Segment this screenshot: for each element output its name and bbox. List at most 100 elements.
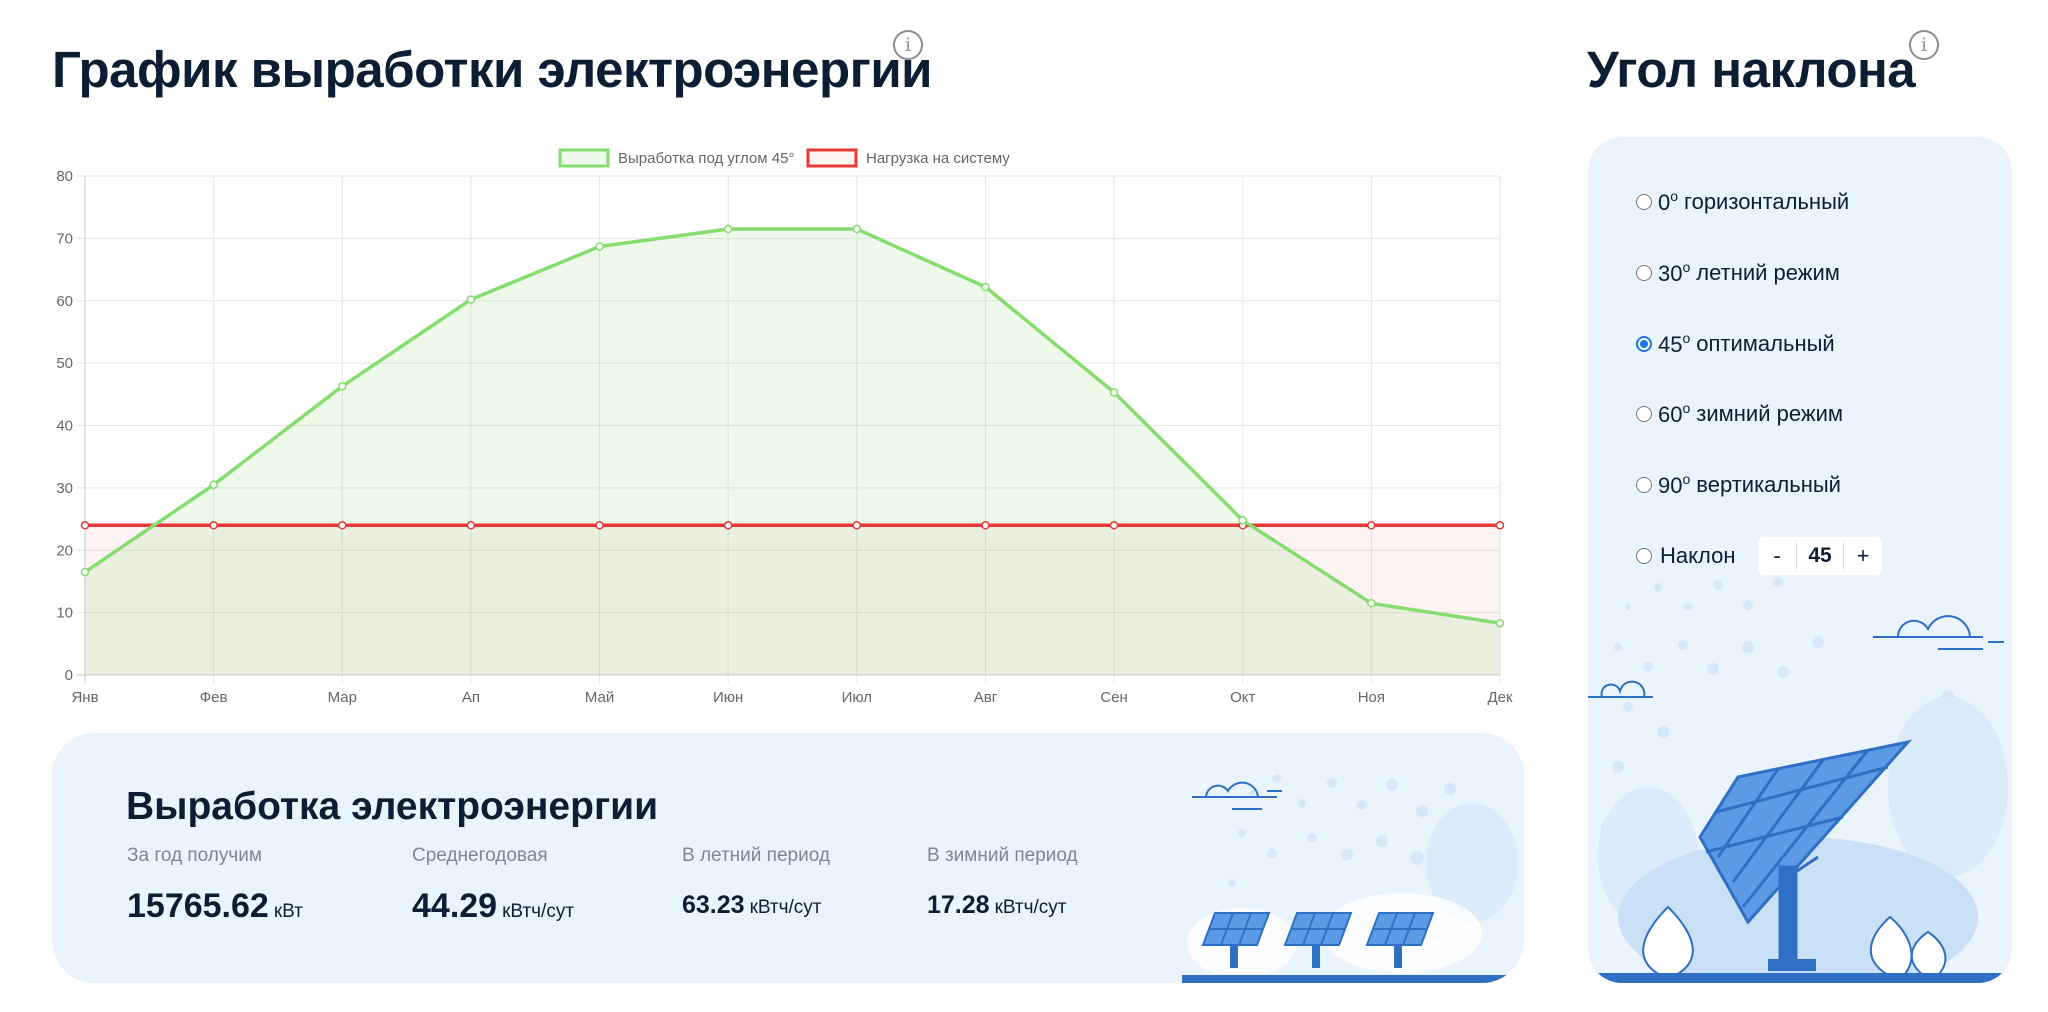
data-point [80, 521, 90, 530]
series-line-0 [84, 227, 1501, 625]
stat-winter-label: В зимний период [927, 845, 1078, 866]
angle-option-90[interactable]: 90o вертикальный [1636, 468, 1841, 502]
data-point [1367, 521, 1376, 530]
data-point [1367, 599, 1376, 608]
angle-option-60[interactable]: 60o зимний режим [1636, 397, 1843, 431]
y-tick-label: 50 [56, 355, 73, 372]
chart-info-icon[interactable]: i [893, 30, 923, 60]
series-area-0 [85, 229, 1500, 675]
data-point [466, 521, 476, 530]
angle-option-45-label: оптимальный [1696, 331, 1835, 356]
custom-angle-label: Наклон [1660, 543, 1736, 568]
stat-summer-unit: кВтч/сут [749, 897, 822, 918]
generation-chart: 0 10 20 30 40 50 60 70 80 Янв Фев Мар Ап Май Июн Июл Авг… [56, 148, 1513, 706]
solar-panels-illustration [1182, 774, 1524, 983]
angle-option-custom[interactable]: Наклон [1636, 539, 1735, 573]
angle-info-icon[interactable]: i [1909, 30, 1939, 60]
angle-card: 0o горизонтальный 30o летний режим 45o о… [1588, 137, 2012, 983]
angle-value-input[interactable]: 45 [1796, 543, 1844, 569]
y-tick-label: 60 [56, 293, 73, 310]
x-tick-label: Фев [200, 689, 228, 706]
data-point [595, 521, 604, 530]
angle-option-0-degree: 0o [1658, 188, 1679, 215]
x-tick-label: Окт [1230, 689, 1255, 706]
data-point [1109, 388, 1119, 397]
data-point [723, 224, 733, 234]
series-area-1 [85, 525, 1500, 675]
stat-year-unit: кВт [273, 901, 303, 922]
angle-option-90-label: вертикальный [1696, 472, 1841, 497]
chart-title: График выработки электроэнергии [52, 41, 933, 98]
data-point [595, 242, 604, 251]
data-point [338, 521, 347, 530]
x-tick-label: Мар [328, 689, 357, 706]
stat-summer-value: 63.23 [682, 891, 745, 919]
radio-30[interactable] [1636, 265, 1652, 281]
data-point [981, 521, 990, 530]
y-tick-label: 20 [56, 542, 73, 559]
x-tick-label: Дек [1487, 689, 1513, 706]
legend-label-0: Выработка под углом 45° [618, 150, 794, 167]
legend-swatch-1 [806, 148, 858, 168]
data-point [981, 282, 990, 292]
radio-60[interactable] [1636, 406, 1652, 422]
stat-average: Среднегодовая 44.29 кВтч/сут [412, 845, 574, 926]
y-tick-label: 10 [56, 605, 73, 622]
data-point [852, 224, 862, 234]
data-point [1238, 516, 1247, 525]
stat-average-value: 44.29 [412, 887, 498, 925]
angle-option-30-label: летний режим [1696, 260, 1840, 285]
data-point [1495, 618, 1505, 628]
data-point [723, 521, 733, 530]
stat-year-value: 15765.62 [127, 887, 269, 925]
increment-button[interactable]: + [1856, 543, 1870, 568]
stat-summer: В летний период 63.23 кВтч/сут [682, 845, 830, 920]
radio-0[interactable] [1636, 194, 1652, 210]
angle-option-0-label: горизонтальный [1684, 189, 1850, 214]
angle-title: Угол наклона [1587, 41, 1916, 98]
decrement-button[interactable]: - [1773, 543, 1781, 568]
y-tick-label: 0 [65, 667, 73, 684]
legend-swatch-0 [558, 148, 610, 168]
x-tick-label: Сен [1100, 689, 1127, 706]
angle-option-30[interactable]: 30o летний режим [1636, 256, 1840, 290]
angle-option-45-degree: 45o [1658, 330, 1691, 357]
x-tick-label: Май [585, 689, 614, 706]
radio-45[interactable] [1636, 336, 1652, 352]
stat-average-label: Среднегодовая [412, 845, 548, 866]
angle-option-60-label: зимний режим [1696, 401, 1843, 426]
y-tick-label: 40 [56, 418, 73, 435]
angle-option-45[interactable]: 45o оптимальный [1636, 327, 1835, 361]
angle-option-60-degree: 60o [1658, 400, 1691, 427]
stat-year: За год получим 15765.62 кВт [127, 845, 303, 926]
data-point [209, 480, 218, 490]
radio-90[interactable] [1636, 477, 1652, 493]
stat-summer-label: В летний период [682, 845, 830, 866]
solar-tracker-illustration [1588, 577, 2012, 983]
data-point [466, 295, 476, 304]
stats-title: Выработка электроэнергии [126, 785, 659, 828]
data-point [338, 381, 347, 391]
x-tick-label: Июн [713, 689, 743, 706]
stat-year-label: За год получим [127, 845, 262, 866]
x-tick-label: Ноя [1358, 689, 1385, 706]
x-tick-label: Июл [842, 689, 872, 706]
data-point [1495, 521, 1505, 530]
data-point [80, 567, 90, 577]
legend-label-1: Нагрузка на систему [866, 150, 1010, 167]
y-tick-label: 30 [56, 480, 73, 497]
stat-average-unit: кВтч/сут [502, 901, 575, 922]
angle-option-90-degree: 90o [1658, 471, 1691, 498]
stat-winter-unit: кВтч/сут [994, 897, 1067, 918]
radio-custom[interactable] [1636, 548, 1652, 564]
stat-winter-value: 17.28 [927, 891, 990, 919]
data-point [1109, 521, 1119, 530]
y-tick-label: 70 [56, 230, 73, 247]
y-tick-label: 80 [56, 168, 73, 185]
angle-option-30-degree: 30o [1658, 259, 1691, 286]
data-point [852, 521, 862, 530]
energy-stats-card: Выработка электроэнергии За год получим … [52, 733, 1524, 983]
angle-option-0[interactable]: 0o горизонтальный [1636, 185, 1849, 219]
angle-stepper[interactable]: - 45 + [1758, 537, 1882, 575]
x-tick-label: Ап [462, 689, 480, 706]
